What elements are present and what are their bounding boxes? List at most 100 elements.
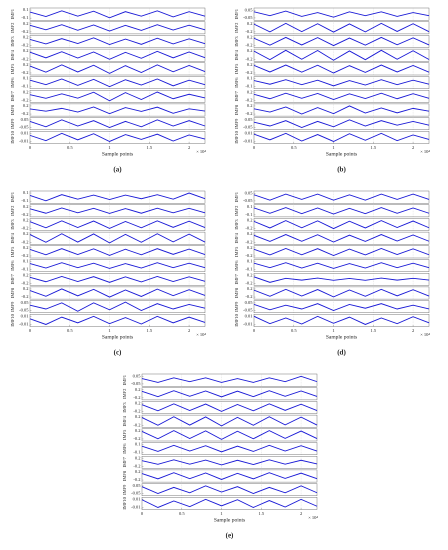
subplot-frame (253, 300, 430, 314)
signal-line (29, 64, 206, 74)
y-tick-label: -0.2 (133, 436, 140, 441)
signal-line (29, 132, 206, 142)
y-tick-label: 0.05 (245, 300, 254, 305)
y-tick-label: -0.1 (245, 267, 252, 272)
panel-label: (a) (113, 166, 122, 174)
y-tick-label: 0.2 (23, 231, 29, 236)
imf-label: IMF7 (10, 273, 15, 284)
y-tick-label: 0.2 (247, 272, 253, 277)
imf-label: IMF3 (234, 36, 239, 47)
x-tick-label: 0 (29, 145, 32, 150)
x-tick-label: 2 (188, 145, 190, 150)
x-axis-label: Sample points (326, 334, 357, 340)
y-tick-label: 0.2 (23, 245, 29, 250)
signal-line (253, 288, 430, 298)
imf-label: IMF4 (10, 49, 15, 60)
y-tick-label: 0.1 (247, 204, 253, 209)
signal-line (253, 262, 430, 269)
x-tick-label: 1.5 (371, 328, 377, 333)
signal-line (29, 248, 206, 256)
y-tick-label: -0.2 (21, 226, 28, 231)
imf-label: IMF3 (122, 402, 127, 413)
y-tick-label: -0.2 (21, 111, 28, 116)
subplot-frame (141, 497, 318, 510)
imf-label: IMF10 (10, 130, 15, 143)
imf-label: IMF2 (122, 389, 127, 399)
y-tick-label: 0.2 (23, 21, 29, 26)
signal-line (29, 220, 206, 229)
imf-label: IMF2 (234, 206, 239, 216)
imf-label: IMF10 (234, 313, 239, 326)
y-tick-label: 0.1 (23, 190, 29, 195)
panel-label: (d) (337, 349, 346, 357)
y-tick-label: -0.05 (131, 491, 141, 496)
y-tick-label: -0.2 (21, 56, 28, 61)
x-tick-label: 1 (332, 328, 334, 333)
signal-line (253, 247, 430, 257)
imf-label: IMF3 (234, 219, 239, 230)
signal-line (141, 416, 318, 427)
imf-label: IMF6 (234, 77, 239, 88)
signal-line (29, 233, 206, 244)
x-tick-label: 0.5 (67, 328, 73, 333)
y-tick-label: -0.2 (133, 463, 140, 468)
y-tick-label: -0.1 (245, 84, 252, 89)
panel-label: (e) (226, 532, 234, 540)
y-tick-label: 0.2 (247, 89, 253, 94)
y-tick-label: -0.2 (21, 70, 28, 75)
signal-line (29, 119, 206, 128)
imf-label: IMF6 (10, 77, 15, 88)
x-tick-label: 0 (253, 145, 256, 150)
imf-label: IMF1 (234, 9, 239, 19)
y-tick-label: 0.2 (23, 34, 29, 39)
signal-line (253, 303, 430, 311)
signal-line (141, 430, 318, 440)
y-tick-label: -0.2 (133, 422, 140, 427)
x-tick-label: 1 (108, 145, 110, 150)
y-tick-label: -0.2 (245, 43, 252, 48)
panel: 0.05-0.05IMF10.2-0.2IMF20.2-0.2IMF30.2-0… (122, 373, 318, 539)
subplot-frame (29, 7, 206, 21)
y-tick-label: -0.01 (131, 504, 140, 509)
y-tick-label: 0.1 (23, 7, 29, 12)
imf-label: IMF9 (10, 118, 15, 129)
y-tick-label: -0.2 (21, 43, 28, 48)
imf-label: IMF9 (122, 484, 127, 495)
imf-label: IMF8 (10, 287, 15, 298)
signal-line (29, 50, 206, 60)
x-tick-label: 2 (188, 328, 190, 333)
y-tick-label: 0.2 (247, 48, 253, 53)
signal-line (29, 10, 206, 19)
y-tick-label: 0.01 (21, 313, 29, 318)
y-tick-label: 0.2 (23, 48, 29, 53)
imf-label: IMF9 (234, 301, 239, 312)
imf-label: IMF8 (10, 104, 15, 115)
imf-label: IMF5 (10, 63, 15, 74)
imf-label: IMF5 (234, 246, 239, 257)
y-tick-label: -0.1 (21, 84, 28, 89)
imf-label: IMF6 (122, 443, 127, 454)
x-tick-label: 0.5 (67, 145, 73, 150)
y-tick-label: -0.05 (243, 15, 253, 20)
y-tick-label: -0.2 (245, 239, 252, 244)
imf-label: IMF10 (122, 496, 127, 509)
signal-line (141, 390, 318, 398)
y-tick-label: -0.2 (245, 97, 252, 102)
subplot-frame (29, 48, 206, 62)
signal-line (253, 220, 430, 230)
imf-label: IMF7 (10, 90, 15, 101)
y-tick-label: -0.05 (243, 198, 253, 203)
subplot-frame (29, 117, 206, 130)
y-tick-label: -0.2 (21, 212, 28, 217)
panel-label: (c) (114, 349, 122, 357)
y-tick-label: 0.05 (21, 300, 30, 305)
imf-label: IMF7 (234, 90, 239, 101)
x-axis-label: Sample points (102, 334, 133, 340)
y-tick-label: 0.2 (23, 62, 29, 67)
imf-label: IMF10 (10, 313, 15, 326)
x-axis-label: Sample points (326, 151, 357, 157)
y-tick-label: -0.2 (245, 111, 252, 116)
imf-label: IMF7 (234, 273, 239, 284)
y-tick-label: 0.01 (245, 313, 253, 318)
imf-label: IMF3 (10, 36, 15, 47)
